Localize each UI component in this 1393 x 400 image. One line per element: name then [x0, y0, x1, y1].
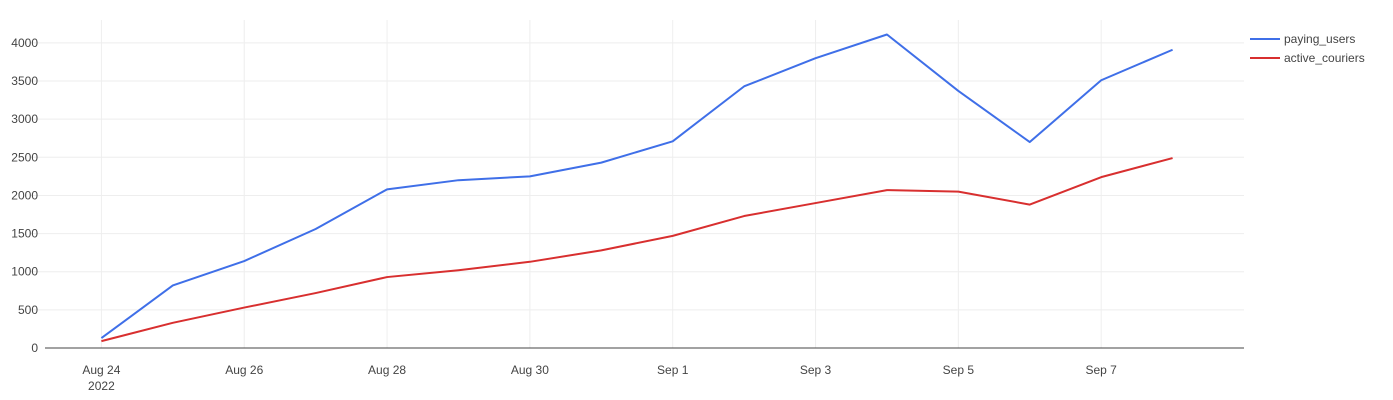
legend-label: paying_users — [1284, 32, 1355, 46]
y-tick-label: 2500 — [11, 150, 38, 164]
series-line-paying-users[interactable] — [100, 33, 1173, 339]
x-tick-label: Sep 7 — [1085, 363, 1117, 377]
y-tick-label: 4000 — [11, 36, 38, 50]
x-tick-label: Aug 26 — [225, 363, 263, 377]
y-tick-label: 1000 — [11, 265, 38, 279]
y-tick-label: 500 — [18, 303, 38, 317]
x-tick-label: Aug 24 — [82, 363, 120, 377]
legend-item-active-couriers[interactable]: active_couriers — [1250, 51, 1365, 65]
legend[interactable]: paying_users active_couriers — [1250, 32, 1365, 65]
y-tick-label: 0 — [31, 341, 38, 355]
y-tick-label: 1500 — [11, 227, 38, 241]
x-tick-label: Sep 1 — [657, 363, 689, 377]
axis-layer: Aug 24 2022 Aug 26 Aug 28 Aug 30 Sep 1 Sep 3 Se… — [11, 36, 1244, 393]
y-tick-label: 3000 — [11, 112, 38, 126]
legend-label: active_couriers — [1284, 51, 1365, 65]
series-layer — [100, 33, 1173, 343]
grid-layer — [30, 20, 1244, 348]
x-tick-label: Aug 28 — [368, 363, 406, 377]
series-line-active-couriers[interactable] — [101, 157, 1173, 343]
legend-item-paying-users[interactable]: paying_users — [1250, 32, 1355, 46]
y-tick-label: 3500 — [11, 74, 38, 88]
x-tick-label: Sep 5 — [943, 363, 975, 377]
x-tick-label: Sep 3 — [800, 363, 832, 377]
x-tick-sublabel: 2022 — [88, 379, 115, 393]
x-tick-label: Aug 30 — [511, 363, 549, 377]
y-tick-label: 2000 — [11, 188, 38, 202]
